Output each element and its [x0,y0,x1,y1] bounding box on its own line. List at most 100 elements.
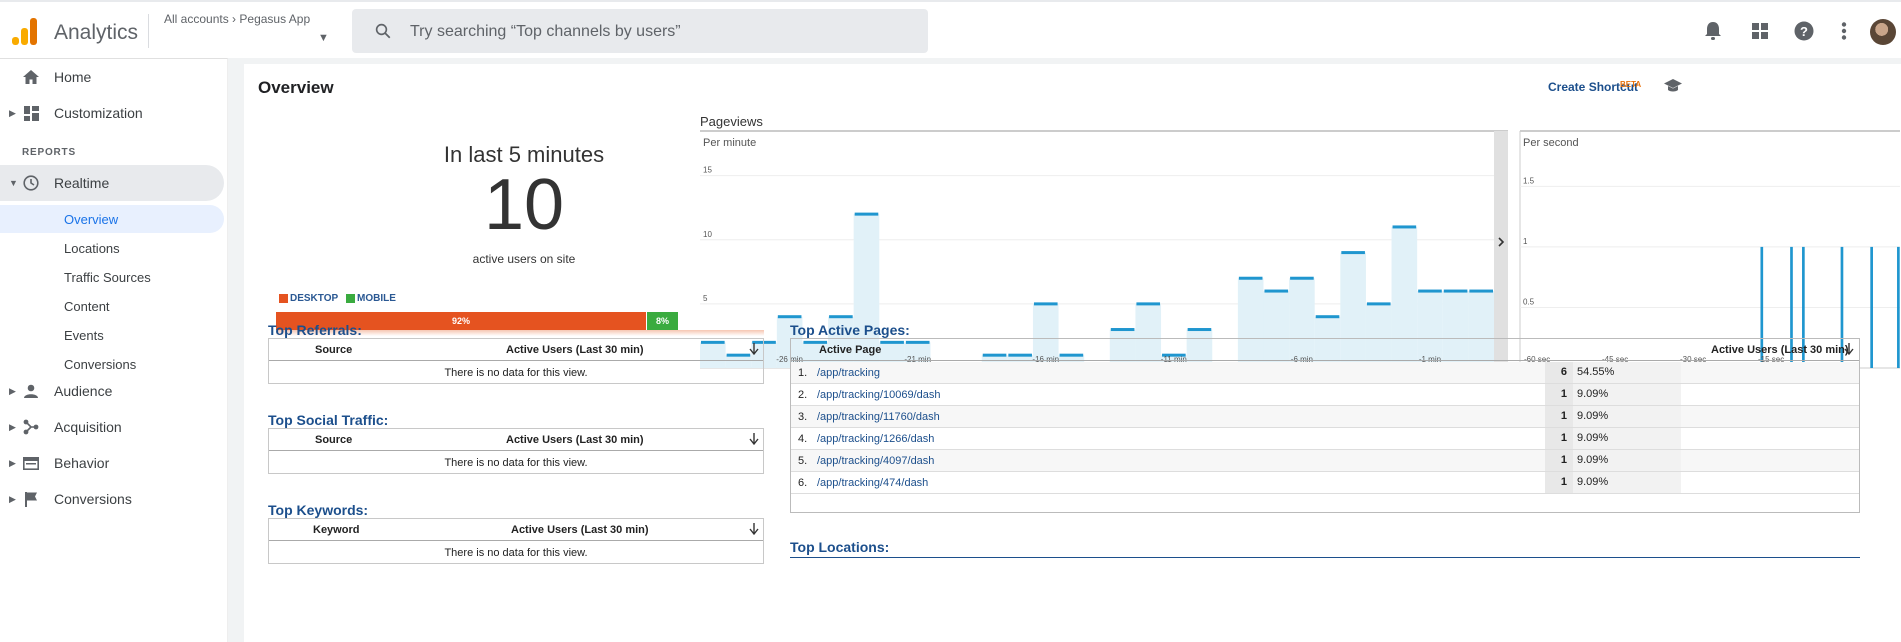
top-referrals-table: Source Active Users (Last 30 min) There … [268,338,764,384]
keyword-column-header[interactable]: Keyword [313,524,360,536]
active-page-link[interactable]: /app/tracking/1266/dash [817,433,935,445]
active-users-column-header[interactable]: Active Users (Last 30 min) [506,434,644,446]
bell-icon[interactable] [1702,20,1724,42]
sidebar-item-label: Home [54,69,92,85]
sidebar-subitem-overview[interactable]: Overview [0,205,224,233]
search-input[interactable] [408,9,912,55]
y-tick-label: 1 [1523,237,1528,246]
mobile-share-bar: 8% [647,312,678,330]
expand-caret-icon: ▶ [9,493,16,504]
active-users-percent-cell: 9.09% [1573,384,1681,405]
second-bar [1897,246,1900,368]
source-column-header[interactable]: Source [315,344,353,356]
active-page-link[interactable]: /app/tracking/474/dash [817,477,929,489]
apps-grid-icon[interactable] [1749,20,1771,42]
in-last-label: In last 5 minutes [443,142,605,167]
clock-icon [22,174,40,192]
active-users-column-header[interactable]: Active Users (Last 30 min) [506,344,644,356]
minute-bar [982,353,1007,357]
breadcrumb-property[interactable]: Pegasus App [239,12,311,26]
sidebar-item-customization[interactable]: ▶ Customization [0,95,224,131]
avatar[interactable] [1870,19,1896,45]
expand-caret-icon: ▶ [9,385,16,396]
x-tick-label: -60 sec [1524,355,1550,364]
create-shortcut-button[interactable]: Create Shortcut [1548,80,1639,94]
minute-bar [1341,251,1365,255]
account-breadcrumb[interactable]: All accounts › Pegasus App [164,12,310,26]
sidebar-subitem-events[interactable]: Events [0,321,224,349]
active-page-column-header[interactable]: Active Page [819,344,882,356]
minute-bar-area [776,316,803,368]
active-users-percent-cell: 9.09% [1573,428,1681,449]
sidebar-item-home[interactable]: Home [0,59,224,95]
sidebar-subitem-label: Traffic Sources [64,269,151,285]
sidebar-subitem-content[interactable]: Content [0,292,224,320]
active-users-count: 10 [483,165,565,245]
sidebar-subitem-label: Conversions [64,356,137,372]
minute-bar [1187,328,1212,332]
x-tick-label: -16 min [1032,355,1059,364]
sort-down-arrow-icon[interactable] [749,433,759,445]
minute-bar-area [1289,278,1315,368]
active-page-link[interactable]: /app/tracking/11760/dash [817,411,940,423]
minute-bar [701,340,725,344]
per-minute-label: Per minute [703,137,756,149]
sidebar-item-label: Customization [54,105,143,121]
sidebar-item-realtime[interactable]: ▼ Realtime [0,165,224,201]
help-icon[interactable]: ? [1793,20,1815,42]
active-page-link[interactable]: /app/tracking/10069/dash [817,389,941,401]
expand-caret-icon: ▶ [9,457,16,468]
sidebar-subitem-locations[interactable]: Locations [0,234,224,262]
analytics-logo-icon[interactable] [12,17,38,45]
active-users-count-cell: 1 [1545,406,1573,427]
per-second-label: Per second [1523,137,1579,149]
x-tick-label: -11 min [1161,355,1187,364]
active-users-count-cell: 1 [1545,428,1573,449]
active-users-column-header[interactable]: Active Users (Last 30 min) [511,524,649,536]
active-page-link[interactable]: /app/tracking [817,367,880,379]
sort-down-arrow-icon[interactable] [1844,343,1854,355]
account-dropdown-caret-icon[interactable]: ▼ [318,32,329,44]
sidebar-subitem-conversions[interactable]: Conversions [0,350,224,378]
minute-bar-area [1442,291,1469,368]
minute-bar-area [853,214,880,368]
sidebar-item-behavior[interactable]: ▶ Behavior [0,445,224,481]
sidebar-subitem-label: Overview [64,211,119,227]
y-tick-label: 10 [703,230,712,239]
sidebar-item-acquisition[interactable]: ▶ Acquisition [0,409,224,445]
active-page-link[interactable]: /app/tracking/4097/dash [817,455,935,467]
sidebar-item-label: Acquisition [54,419,122,435]
table-row: 5. /app/tracking/4097/dash 1 9.09% [791,450,1859,472]
active-users-percent-cell: 9.09% [1573,406,1681,427]
top-active-pages-table: Active Page Active Users (Last 30 min) 1… [790,338,1860,513]
table-row: 4. /app/tracking/1266/dash 1 9.09% [791,428,1859,450]
svg-text:?: ? [1800,24,1808,39]
row-number: 1. [798,367,808,379]
app-name[interactable]: Analytics [54,21,139,44]
minute-bar-area [1314,316,1341,368]
row-number: 4. [798,433,808,445]
minute-bar [1136,302,1161,306]
expand-caret-icon: ▶ [9,107,16,118]
y-tick-label: 0.5 [1523,297,1535,306]
active-users-column-header[interactable]: Active Users (Last 30 min) [1711,344,1849,356]
top-bar: Analytics All accounts › Pegasus App ▼ ? [0,0,1901,58]
sidebar-item-audience[interactable]: ▶ Audience [0,373,224,409]
sidebar-item-conversions[interactable]: ▶ Conversions [0,481,224,517]
search-bar[interactable] [352,9,928,55]
row-number: 6. [798,477,808,489]
chevron-right-icon: › [232,12,240,26]
graduation-cap-icon[interactable] [1664,78,1682,94]
sidebar: Home ▶ Customization REPORTS ▼ Realtime … [0,58,228,642]
minute-bar [752,340,776,344]
chevron-right-icon [1498,237,1505,247]
overview-panel: Overview Create Shortcut BETA In last 5 … [244,64,1901,642]
minute-bar [1392,225,1417,229]
more-vert-icon[interactable] [1833,20,1855,42]
source-column-header[interactable]: Source [315,434,353,446]
sort-down-arrow-icon[interactable] [749,523,759,535]
sort-down-arrow-icon[interactable] [749,343,759,355]
breadcrumb-root[interactable]: All accounts [164,12,229,26]
sidebar-subitem-traffic-sources[interactable]: Traffic Sources [0,263,224,291]
page-title: Overview [258,78,334,97]
